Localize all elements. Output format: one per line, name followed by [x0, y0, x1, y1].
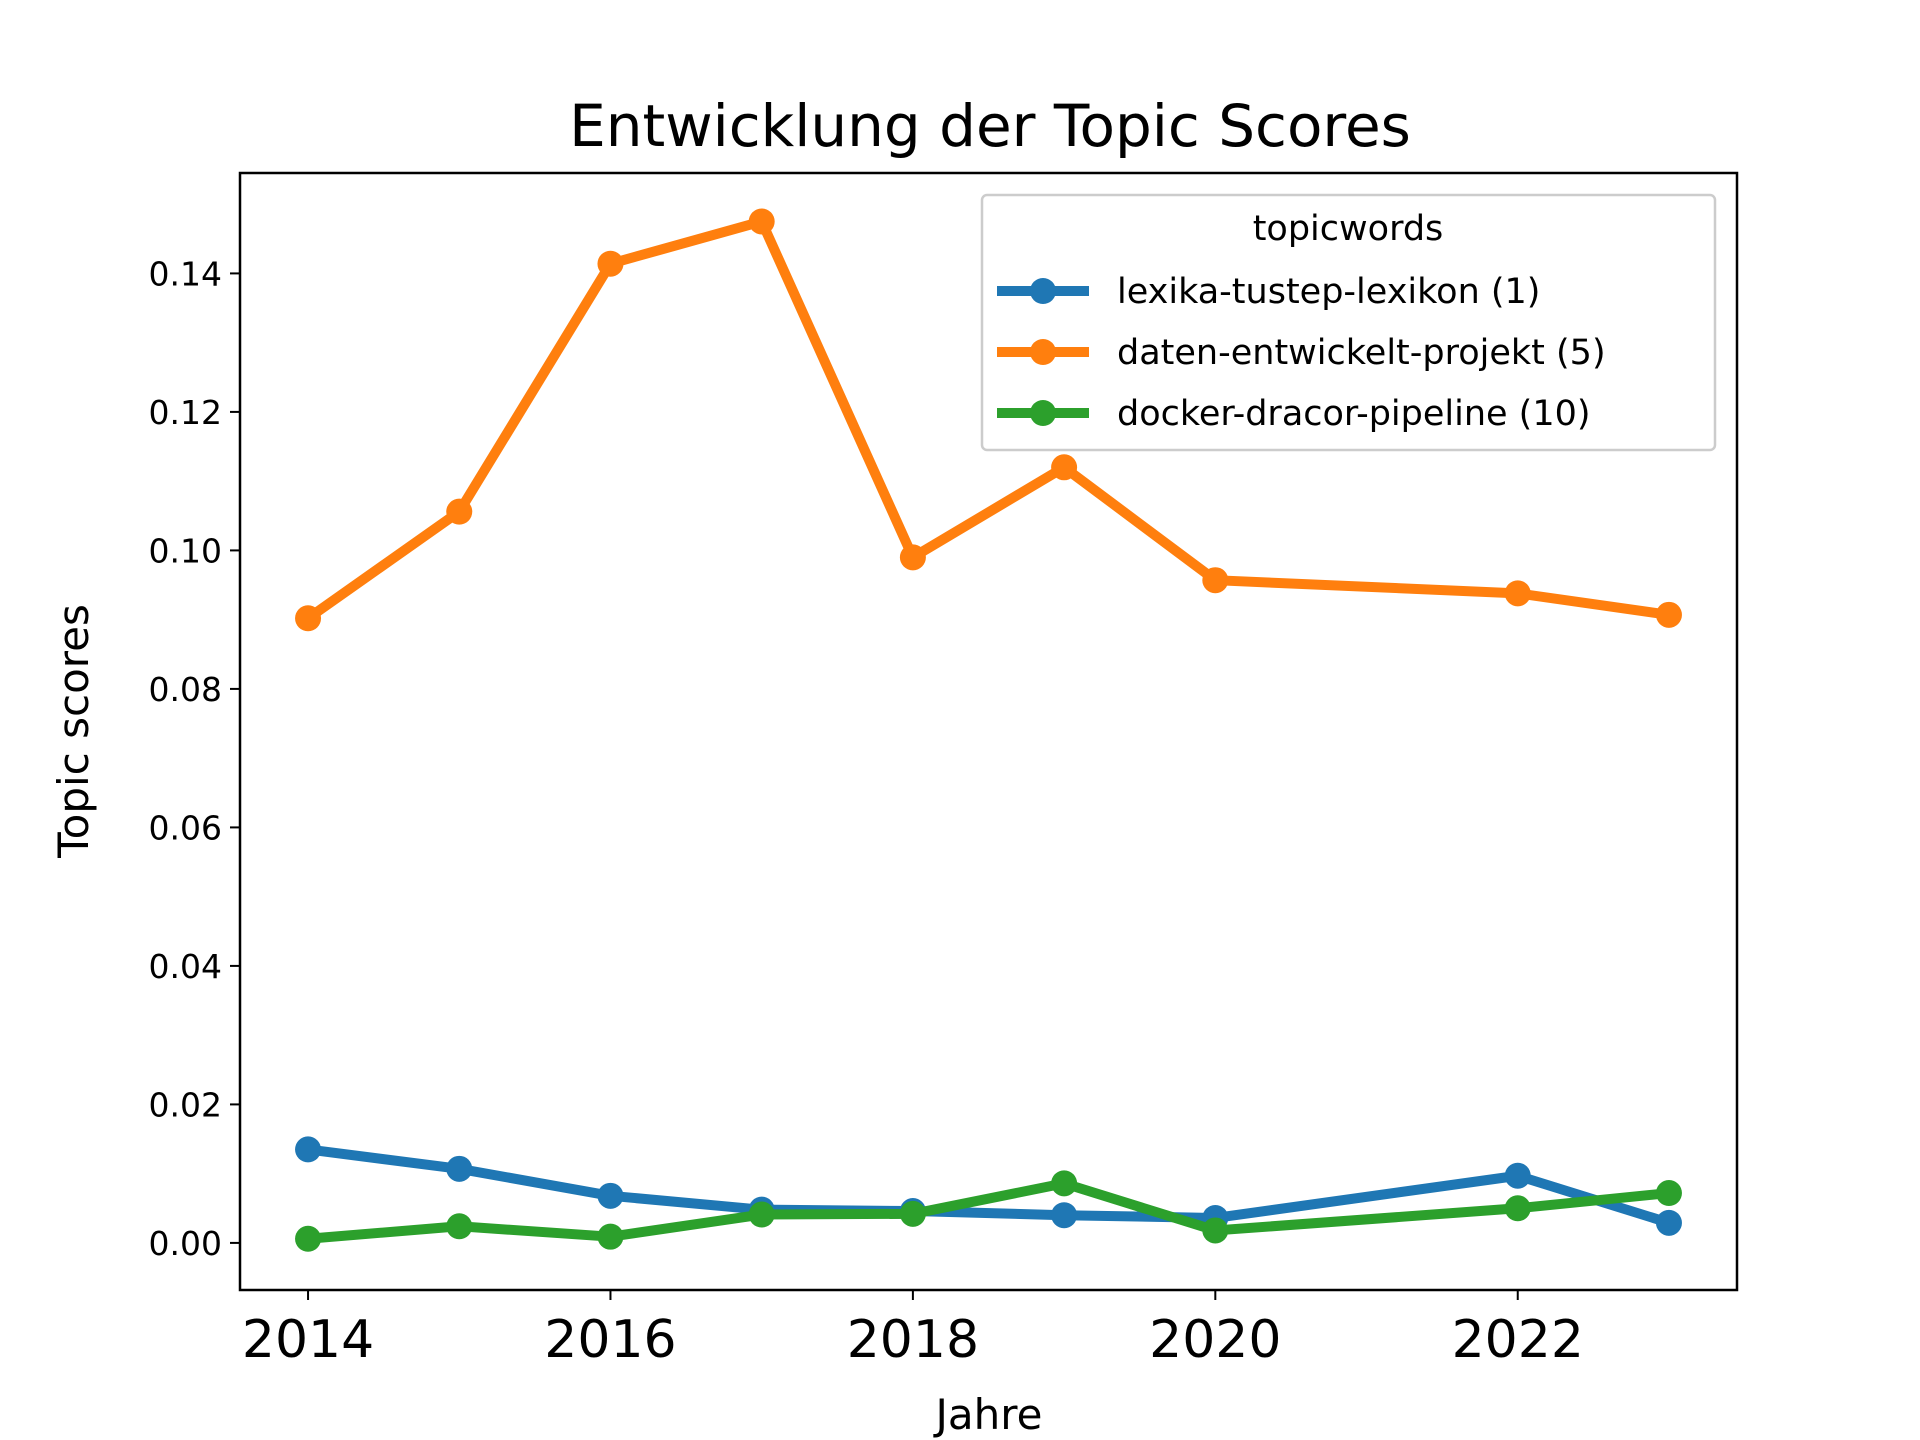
y-axis: 0.00 0.02 0.04 0.06 0.08 0.10 0.12 0.14	[149, 254, 240, 1263]
data-point	[1655, 1209, 1682, 1236]
data-point	[748, 1201, 775, 1228]
series-layer	[295, 208, 1682, 1252]
legend-entry: daten-entwickelt-projekt (5)	[997, 333, 1606, 373]
x-tick-label: 2020	[1149, 1310, 1281, 1370]
data-point	[446, 498, 473, 525]
legend-box	[980, 193, 1717, 452]
y-tick-label: 0.00	[149, 1224, 222, 1263]
series-3	[295, 1170, 1682, 1252]
data-point	[446, 1155, 473, 1182]
data-point	[1202, 1217, 1229, 1244]
legend-label: docker-dracor-pipeline (10)	[1117, 394, 1591, 434]
data-point	[899, 1200, 926, 1227]
data-point	[295, 1136, 322, 1163]
chart-title: Entwicklung der Topic Scores	[569, 92, 1411, 160]
data-point	[597, 250, 624, 277]
data-point	[295, 1225, 322, 1252]
legend-entry: lexika-tustep-lexikon (1)	[997, 272, 1540, 312]
data-point	[1051, 454, 1078, 481]
y-tick-label: 0.12	[149, 393, 222, 432]
x-axis-label: Jahre	[933, 1390, 1043, 1439]
data-point	[1202, 567, 1229, 594]
data-point	[1655, 601, 1682, 628]
plot-area	[238, 171, 1739, 1292]
data-point	[1504, 580, 1531, 607]
x-tick-label: 2018	[847, 1310, 979, 1370]
data-point	[899, 544, 926, 571]
legend-marker	[1030, 400, 1056, 426]
legend-title: topicwords	[1253, 209, 1444, 249]
y-tick-label: 0.10	[149, 531, 222, 570]
data-point	[1504, 1162, 1531, 1189]
x-tick-label: 2014	[242, 1310, 374, 1370]
series-2	[295, 208, 1682, 632]
legend-marker	[1030, 278, 1056, 304]
plot-frame	[238, 171, 1739, 1292]
data-point	[1504, 1195, 1531, 1222]
data-point	[1051, 1202, 1078, 1229]
data-point	[1655, 1180, 1682, 1207]
y-axis-label: Topic scores	[49, 604, 98, 859]
y-tick-label: 0.06	[149, 808, 222, 847]
legend-marker	[1030, 339, 1056, 365]
data-point	[748, 208, 775, 235]
data-point	[1051, 1170, 1078, 1197]
data-point	[295, 605, 322, 632]
legend-entries: lexika-tustep-lexikon (1) daten-entwickel…	[997, 272, 1606, 434]
legend-entry: docker-dracor-pipeline (10)	[997, 394, 1591, 434]
y-tick-label: 0.08	[149, 670, 222, 709]
data-point	[446, 1213, 473, 1240]
x-axis: 2014 2016 2018 2020 2022	[242, 1290, 1584, 1370]
y-tick-label: 0.02	[149, 1085, 222, 1124]
data-point	[597, 1223, 624, 1250]
legend-label: lexika-tustep-lexikon (1)	[1117, 272, 1540, 312]
x-tick-label: 2022	[1452, 1310, 1584, 1370]
y-tick-label: 0.04	[149, 947, 222, 986]
x-tick-label: 2016	[544, 1310, 676, 1370]
y-tick-label: 0.14	[149, 254, 222, 293]
legend-label: daten-entwickelt-projekt (5)	[1117, 333, 1606, 373]
legend: topicwords lexika-tustep-lexikon (1) date…	[980, 193, 1717, 452]
data-point	[597, 1182, 624, 1209]
